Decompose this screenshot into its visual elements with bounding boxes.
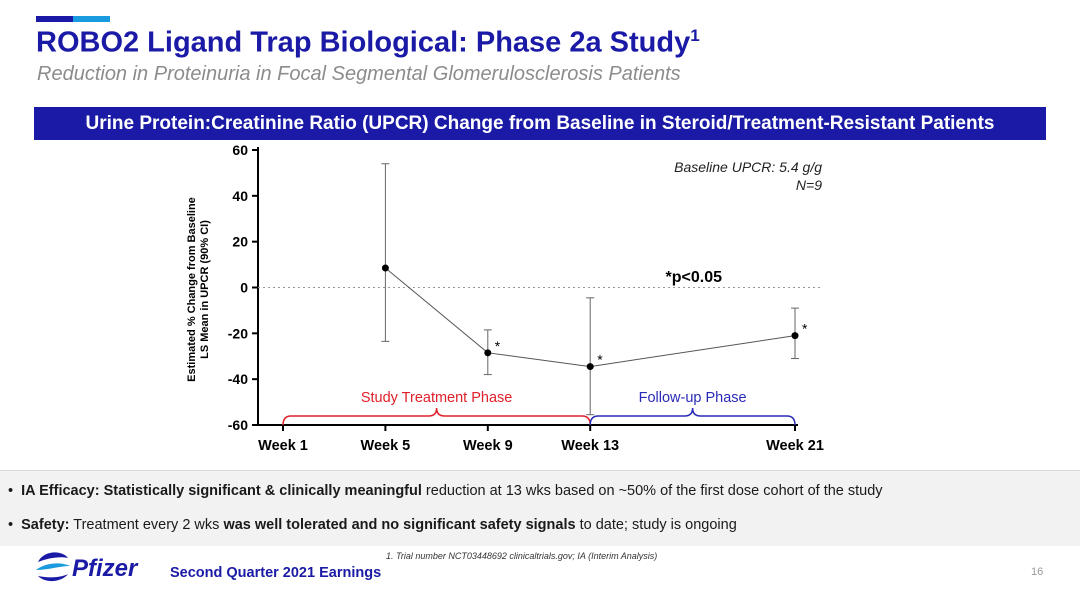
y-axis-label: LS Mean in UPCR (90% CI) — [199, 220, 211, 359]
data-point — [791, 332, 799, 340]
y-tick-label: -20 — [228, 325, 248, 341]
bullet-safety-pre: Treatment every 2 wks — [73, 517, 220, 533]
slide-subtitle: Reduction in Proteinuria in Focal Segmen… — [37, 63, 681, 85]
bullet-safety-rest: to date; study is ongoing — [579, 517, 737, 533]
significance-marker: * — [597, 352, 603, 368]
bullet-efficacy-bold: Statistically significant & clinically m… — [103, 483, 422, 499]
data-point — [484, 349, 492, 357]
x-tick-label: Week 5 — [361, 438, 411, 454]
y-tick-label: -40 — [228, 371, 248, 387]
y-tick-label: 0 — [240, 280, 248, 296]
bullet-safety: • Safety: Treatment every 2 wks was well… — [8, 517, 737, 533]
accent-bar — [36, 16, 73, 22]
baseline-annotation: Baseline UPCR: 5.4 g/g — [674, 159, 822, 175]
phase-label: Follow-up Phase — [639, 390, 747, 406]
bullet-safety-lead: Safety: — [21, 517, 70, 533]
bullet-panel: • IA Efficacy: Statistically significant… — [0, 470, 1080, 546]
phase-brace — [589, 407, 796, 426]
slide-title: ROBO2 Ligand Trap Biological: Phase 2a S… — [36, 26, 700, 60]
n-annotation: N=9 — [796, 177, 822, 193]
x-tick-label: Week 21 — [766, 438, 824, 454]
phase-label: Study Treatment Phase — [361, 390, 513, 406]
pfizer-logo-text: Pfizer — [72, 555, 138, 582]
pvalue-annotation: *p<0.05 — [666, 269, 723, 286]
series-line — [385, 267, 796, 368]
bullet-efficacy-lead: IA Efficacy: — [21, 483, 100, 499]
bullet-efficacy: • IA Efficacy: Statistically significant… — [8, 483, 883, 499]
y-axis-label: Estimated % Change from Baseline — [186, 197, 198, 382]
phase-brace — [282, 407, 591, 426]
chart-banner: Urine Protein:Creatinine Ratio (UPCR) Ch… — [34, 107, 1046, 140]
pfizer-logo-icon — [36, 552, 70, 582]
title-footnote-marker: 1 — [690, 26, 700, 45]
footnote: 1. Trial number NCT03448692 clinicaltria… — [386, 551, 658, 561]
x-tick-label: Week 9 — [463, 438, 513, 454]
footer-label: Second Quarter 2021 Earnings — [170, 565, 382, 581]
accent-bar-light — [73, 16, 110, 22]
y-tick-label: 60 — [232, 142, 248, 158]
slide-title-text: ROBO2 Ligand Trap Biological: Phase 2a S… — [36, 26, 691, 59]
page-number: 16 — [1031, 566, 1044, 578]
significance-marker: * — [495, 338, 501, 354]
data-point — [586, 363, 594, 371]
y-tick-label: -60 — [228, 417, 248, 433]
data-point — [381, 264, 389, 272]
x-tick-label: Week 1 — [258, 438, 308, 454]
x-tick-label: Week 13 — [561, 438, 619, 454]
y-tick-label: 20 — [232, 234, 248, 250]
y-tick-label: 40 — [232, 188, 248, 204]
chart-area: 60 40 20 0 -20 -40 -60 Estimated % Change from … — [0, 140, 1080, 470]
bullet-safety-bold: was well tolerated and no significant sa… — [223, 517, 576, 533]
upcr-chart: 60 40 20 0 -20 -40 -60 Estimated % Change from … — [186, 142, 824, 454]
significance-marker: * — [802, 321, 808, 337]
bullet-efficacy-rest: reduction at 13 wks based on ~50% of the… — [425, 483, 883, 499]
